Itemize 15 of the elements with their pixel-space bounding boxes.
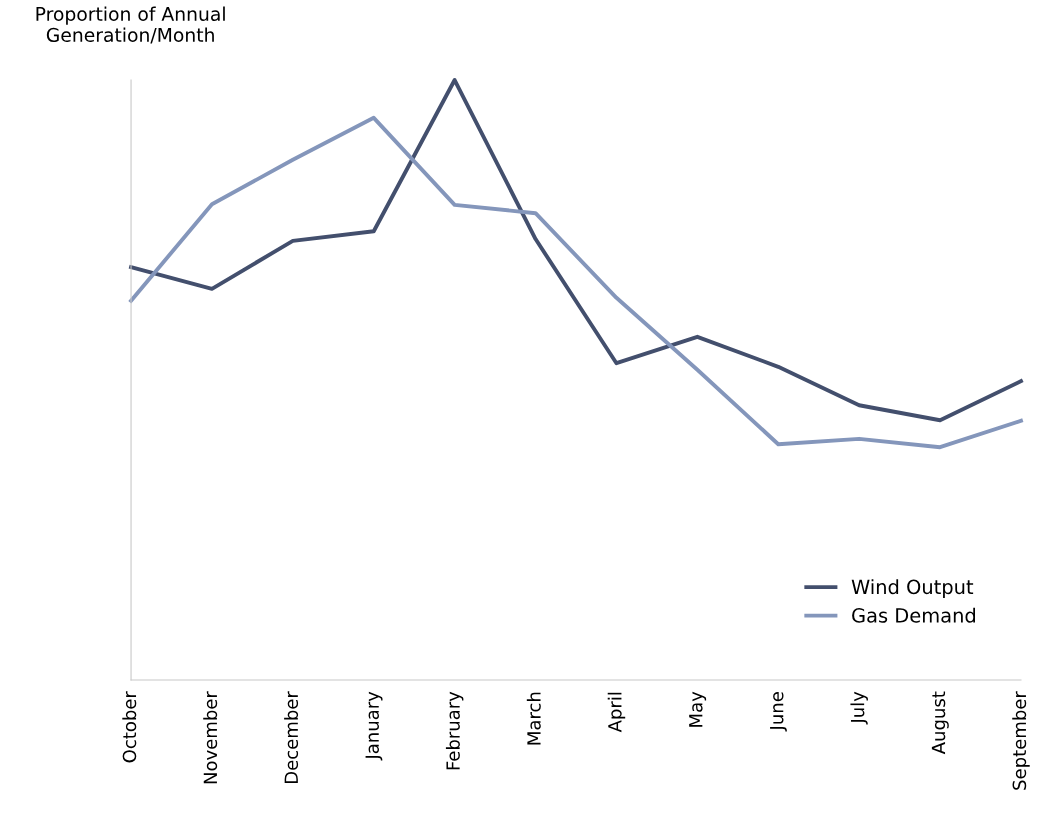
x-tick-label: June (770, 692, 787, 732)
x-tick-label: December (284, 691, 299, 783)
x-tick-label: November (203, 691, 218, 784)
x-tick-label: July (850, 691, 868, 725)
x-tick-label: October (122, 691, 137, 763)
x-tick-label: January (365, 691, 383, 761)
legend-label: Wind Output (851, 579, 974, 598)
x-tick-label: May (689, 691, 707, 727)
x-tick-label: April (607, 692, 626, 733)
legend-label: Gas Demand (852, 607, 975, 623)
y-axis-title: Proportion of Annual Generation/Month (36, 6, 225, 44)
x-tick-label: March (526, 692, 541, 745)
x-tick-label: September (1012, 691, 1030, 790)
x-tick-label: August (931, 691, 949, 755)
x-tick-label: February (445, 691, 464, 770)
